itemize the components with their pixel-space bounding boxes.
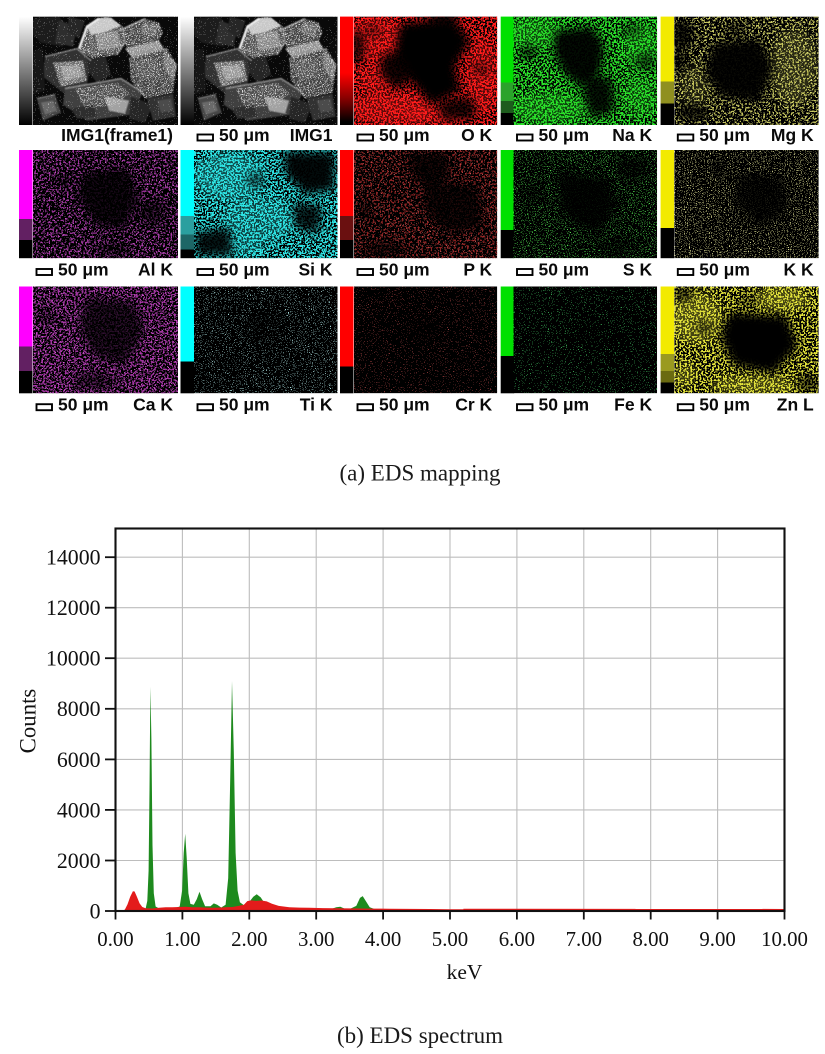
svg-text:Cr K: Cr K [455,395,492,415]
svg-text:Ti K: Ti K [300,395,333,415]
svg-text:4.00: 4.00 [365,928,401,951]
svg-text:6000: 6000 [57,748,101,772]
svg-text:50 μm: 50 μm [58,395,109,415]
svg-text:Counts: Counts [16,689,41,754]
svg-text:Zn L: Zn L [777,395,814,415]
svg-text:14000: 14000 [46,546,101,570]
svg-text:50 μm: 50 μm [539,125,590,145]
svg-text:IMG1: IMG1 [290,125,333,145]
svg-text:50 μm: 50 μm [379,259,430,279]
svg-text:K K: K K [784,259,815,279]
svg-text:Ca K: Ca K [133,395,173,415]
svg-text:10000: 10000 [46,647,101,671]
svg-text:(b) EDS spectrum: (b) EDS spectrum [337,1023,503,1048]
svg-text:12000: 12000 [46,596,101,620]
svg-text:50 μm: 50 μm [219,259,270,279]
svg-text:50 μm: 50 μm [58,259,109,279]
svg-text:50 μm: 50 μm [219,125,270,145]
svg-text:7.00: 7.00 [566,928,602,951]
svg-text:50 μm: 50 μm [219,395,270,415]
svg-text:IMG1(frame1): IMG1(frame1) [61,125,173,145]
svg-text:8000: 8000 [57,697,101,721]
svg-text:10.00: 10.00 [761,928,808,951]
svg-text:5.00: 5.00 [432,928,468,951]
svg-text:4000: 4000 [57,798,101,822]
svg-text:9.00: 9.00 [699,928,735,951]
svg-text:Fe K: Fe K [614,395,652,415]
svg-text:50 μm: 50 μm [699,259,750,279]
svg-text:P K: P K [463,259,492,279]
svg-text:0: 0 [90,899,101,923]
svg-text:1.00: 1.00 [164,928,200,951]
svg-text:8.00: 8.00 [632,928,668,951]
svg-text:O K: O K [461,125,492,145]
svg-text:Na K: Na K [612,125,652,145]
svg-text:Al K: Al K [138,259,173,279]
svg-text:50 μm: 50 μm [539,259,590,279]
svg-text:50 μm: 50 μm [379,125,430,145]
svg-text:3.00: 3.00 [298,928,334,951]
svg-text:Mg K: Mg K [771,125,814,145]
svg-text:0.00: 0.00 [97,928,133,951]
svg-text:50 μm: 50 μm [539,395,590,415]
svg-text:(a) EDS mapping: (a) EDS mapping [340,461,501,486]
svg-text:2.00: 2.00 [231,928,267,951]
svg-text:Si K: Si K [298,259,332,279]
svg-text:50 μm: 50 μm [699,125,750,145]
svg-text:S K: S K [623,259,653,279]
svg-text:50 μm: 50 μm [379,395,430,415]
svg-text:6.00: 6.00 [499,928,535,951]
svg-text:keV: keV [447,960,483,984]
svg-text:2000: 2000 [57,849,101,873]
svg-text:50 μm: 50 μm [699,395,750,415]
